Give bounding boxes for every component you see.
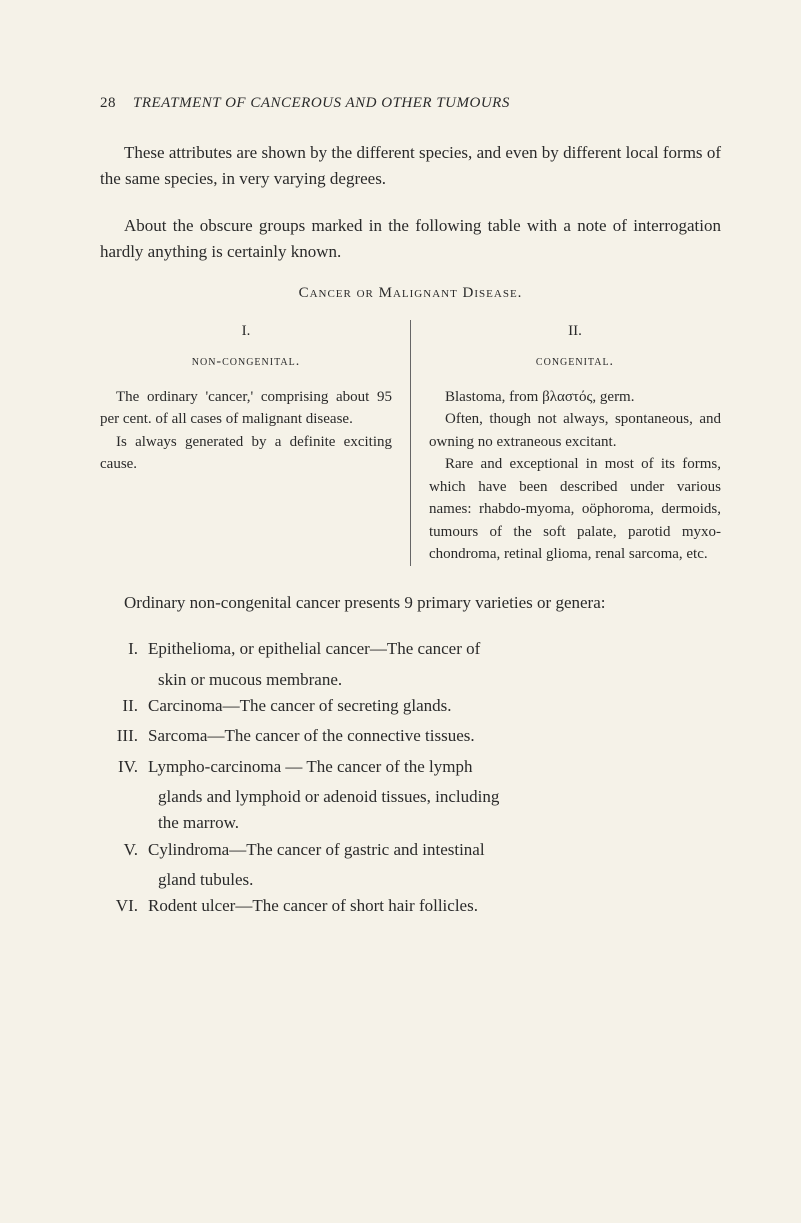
- class-text: Epithelioma, or epithelial cancer—The ca…: [148, 636, 721, 662]
- running-title: TREATMENT OF CANCEROUS AND OTHER TUMOURS: [133, 95, 510, 111]
- comparison-columns: I. non-congenital. The ordinary 'cancer,…: [100, 320, 721, 566]
- list-continuation: skin or mucous membrane.: [100, 667, 721, 693]
- column-congenital: II. congenital. Blastoma, from βλαστός, …: [411, 320, 721, 566]
- class-text: Lympho-carcinoma — The cancer of the lym…: [148, 754, 721, 780]
- list-item: II. Carcinoma—The cancer of secreting gl…: [100, 693, 721, 719]
- page-number: 28: [100, 95, 116, 111]
- column-right-text-3: Rare and exceptional in most of its form…: [429, 453, 721, 566]
- list-continuation: glands and lymphoid or adenoid tissues, …: [100, 784, 721, 810]
- list-item: V. Cylindroma—The cancer of gastric and …: [100, 837, 721, 863]
- column-left-number: I.: [100, 320, 392, 343]
- column-right-label: congenital.: [429, 351, 721, 372]
- list-continuation: the marrow.: [100, 810, 721, 836]
- table-heading: Cancer or Malignant Disease.: [100, 285, 721, 302]
- column-left-label: non-congenital.: [100, 351, 392, 372]
- list-item: I. Epithelioma, or epithelial cancer—The…: [100, 636, 721, 662]
- roman-numeral: VI.: [100, 893, 148, 919]
- ordinary-paragraph: Ordinary non-congenital cancer presents …: [100, 590, 721, 616]
- list-item: III. Sarcoma—The cancer of the connectiv…: [100, 723, 721, 749]
- column-left-text-2: Is always generated by a definite exciti…: [100, 431, 392, 476]
- paragraph-2: About the obscure groups marked in the f…: [100, 213, 721, 266]
- column-right-text-1: Blastoma, from βλαστός, germ.: [429, 386, 721, 409]
- roman-numeral: I.: [100, 636, 148, 662]
- greek-blastos: βλαστός: [542, 389, 592, 405]
- roman-numeral: III.: [100, 723, 148, 749]
- list-item: IV. Lympho-carcinoma — The cancer of the…: [100, 754, 721, 780]
- classification-list: I. Epithelioma, or epithelial cancer—The…: [100, 636, 721, 919]
- paragraph-1: These attributes are shown by the differ…: [100, 140, 721, 193]
- roman-numeral: V.: [100, 837, 148, 863]
- roman-numeral: IV.: [100, 754, 148, 780]
- column-right-text-2: Often, though not always, spontaneous, a…: [429, 408, 721, 453]
- blastoma-text-b: , germ.: [592, 389, 634, 405]
- class-text: Rodent ulcer—The cancer of short hair fo…: [148, 893, 721, 919]
- column-right-number: II.: [429, 320, 721, 343]
- class-text: Carcinoma—The cancer of secreting glands…: [148, 693, 721, 719]
- list-item: VI. Rodent ulcer—The cancer of short hai…: [100, 893, 721, 919]
- column-non-congenital: I. non-congenital. The ordinary 'cancer,…: [100, 320, 411, 566]
- roman-numeral: II.: [100, 693, 148, 719]
- running-header: 28 TREATMENT OF CANCEROUS AND OTHER TUMO…: [100, 95, 721, 112]
- blastoma-text-a: Blastoma, from: [445, 389, 542, 405]
- class-text: Sarcoma—The cancer of the connective tis…: [148, 723, 721, 749]
- column-left-text-1: The ordinary 'cancer,' comprising about …: [100, 386, 392, 431]
- class-text: Cylindroma—The cancer of gastric and int…: [148, 837, 721, 863]
- list-continuation: gland tubules.: [100, 867, 721, 893]
